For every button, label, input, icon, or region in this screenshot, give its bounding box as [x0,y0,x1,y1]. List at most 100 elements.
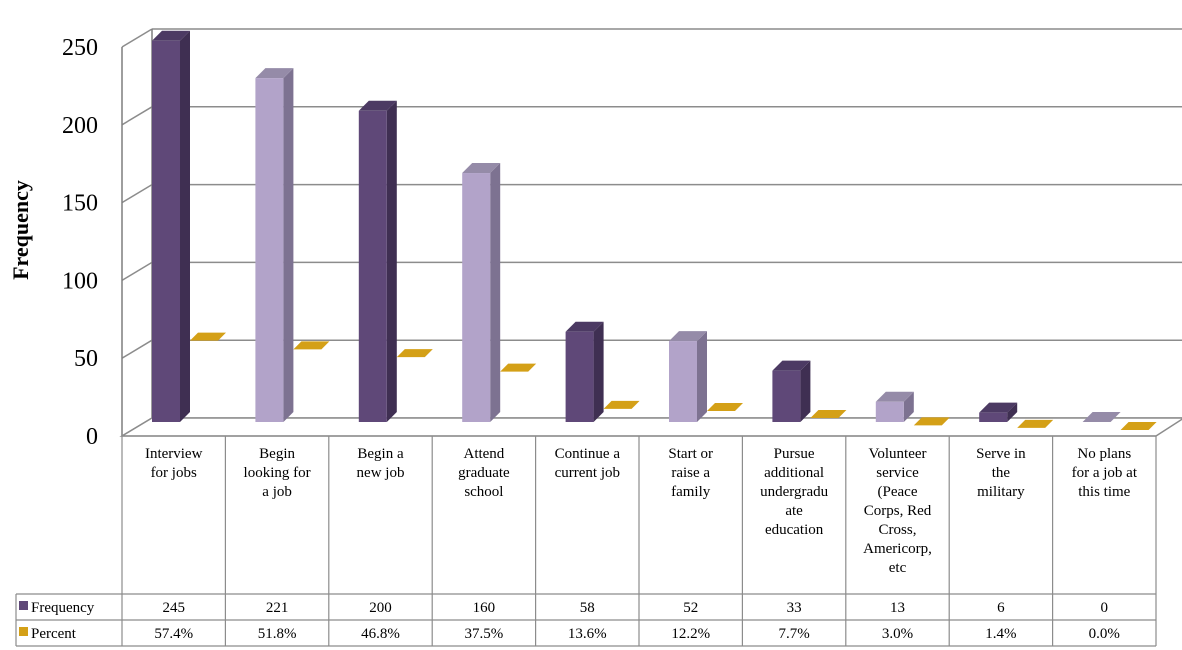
data-label: 13 [890,600,905,616]
x-tick-label-line: No plans [1077,446,1131,462]
x-tick-label-line: undergradu [760,484,829,500]
x-tick-label-line: Americorp, [863,541,932,557]
bar-side [283,68,294,423]
bar-percent-top [810,410,847,419]
legend-key [19,601,28,610]
data-label: 160 [473,600,496,616]
bar-percent-top [913,417,950,426]
data-label: 221 [266,600,289,616]
x-tick-label: Begin a new job [357,446,405,481]
x-tick-label: Interview for jobs [145,446,203,481]
data-label: 7.7% [778,626,809,642]
bar-top [772,360,811,371]
data-label: 0 [1101,600,1109,616]
x-tick-label-line: Interview [145,446,203,462]
x-tick-label-line: school [464,484,503,500]
bar-top [1082,412,1121,422]
gridline-side [121,183,153,204]
bar-percent-top [1120,422,1157,430]
x-tick-label-line: the [992,465,1011,481]
bar-top [358,100,397,111]
x-tick-label-line: additional [764,465,824,481]
x-tick-label-line: current job [555,465,620,481]
x-tick-label-line: Attend [463,446,504,462]
x-tick-label: Begin looking for a job [244,446,311,500]
bar-side [386,100,397,423]
x-tick-label: No plans for a job at this time [1072,446,1138,500]
bar-side [697,331,707,422]
bar-side [903,391,914,422]
bar-top [462,163,501,174]
bar-frequency [772,360,811,422]
bar-frequency [462,163,501,423]
bar-front [669,341,697,422]
bar-frequency [1082,412,1121,422]
x-tick-label-line: Continue a [555,446,621,462]
gridline-side [121,261,153,282]
bar-top [669,331,707,342]
bar-side [800,360,811,422]
bars [152,30,1157,430]
gridline-side [121,106,153,126]
bar-frequency [255,68,294,423]
bar-percent-top [500,363,537,372]
x-tick-label: Continue a current job [555,446,621,481]
bar-frequency [358,100,397,423]
data-label: 33 [787,600,802,616]
bar-top [979,402,1018,413]
legend-entry: Frequency [31,600,95,616]
bar-percent [603,400,640,409]
x-tick-label-line: Begin a [357,446,404,462]
bar-front [152,40,180,422]
data-label: 6 [997,600,1005,616]
x-tick-label-line: education [765,522,824,538]
data-label: 51.8% [258,626,297,642]
bar-percent [190,332,226,341]
x-tick-label-line: military [977,484,1025,500]
x-tick-label-line: Serve in [976,446,1026,462]
x-tick-label: Pursue additional undergradu ate education [760,446,829,538]
y-tick-label: 150 [62,191,98,217]
y-tick-label: 100 [62,268,98,294]
bar-front [255,78,284,423]
data-label: 3.0% [882,626,913,642]
bar-top [565,321,604,332]
bar-side [490,163,501,423]
x-tick-label-line: Begin [259,446,295,462]
x-tick-label: Start or raise a family [668,446,713,500]
bar-front [979,412,1008,422]
data-label: 46.8% [361,626,400,642]
bar-side [1007,402,1018,422]
data-label: 200 [369,600,392,616]
data-label: 57.4% [154,626,193,642]
legend-key [19,627,28,636]
bar-frequency [152,30,190,423]
bar-front [565,331,594,422]
bar-frequency [669,331,707,422]
x-tick-label-line: new job [357,465,405,481]
bar-front [358,110,387,423]
data-label: 12.2% [671,626,710,642]
bar-percent [810,410,847,419]
x-tick-label: Attend graduate school [458,446,510,500]
bar-frequency [565,321,604,422]
data-label: 1.4% [985,626,1016,642]
bar-frequency [875,391,914,422]
x-tick-label-line: service [876,465,919,481]
bar-top [152,30,190,41]
bar-front [772,370,801,422]
bar-frequency [979,402,1018,422]
x-tick-label-line: ate [785,503,803,519]
y-tick-label: 50 [74,346,98,372]
x-tick-label-line: for jobs [151,465,197,481]
data-label: 37.5% [465,626,504,642]
bar-percent-top [707,403,743,412]
data-label: 0.0% [1089,626,1120,642]
x-tick-label-line: etc [889,560,907,576]
bar-percent-top [396,349,433,358]
bar-side [180,30,190,423]
x-tick-label: Serve in the military [976,446,1026,500]
x-tick-label-line: Pursue [774,446,815,462]
